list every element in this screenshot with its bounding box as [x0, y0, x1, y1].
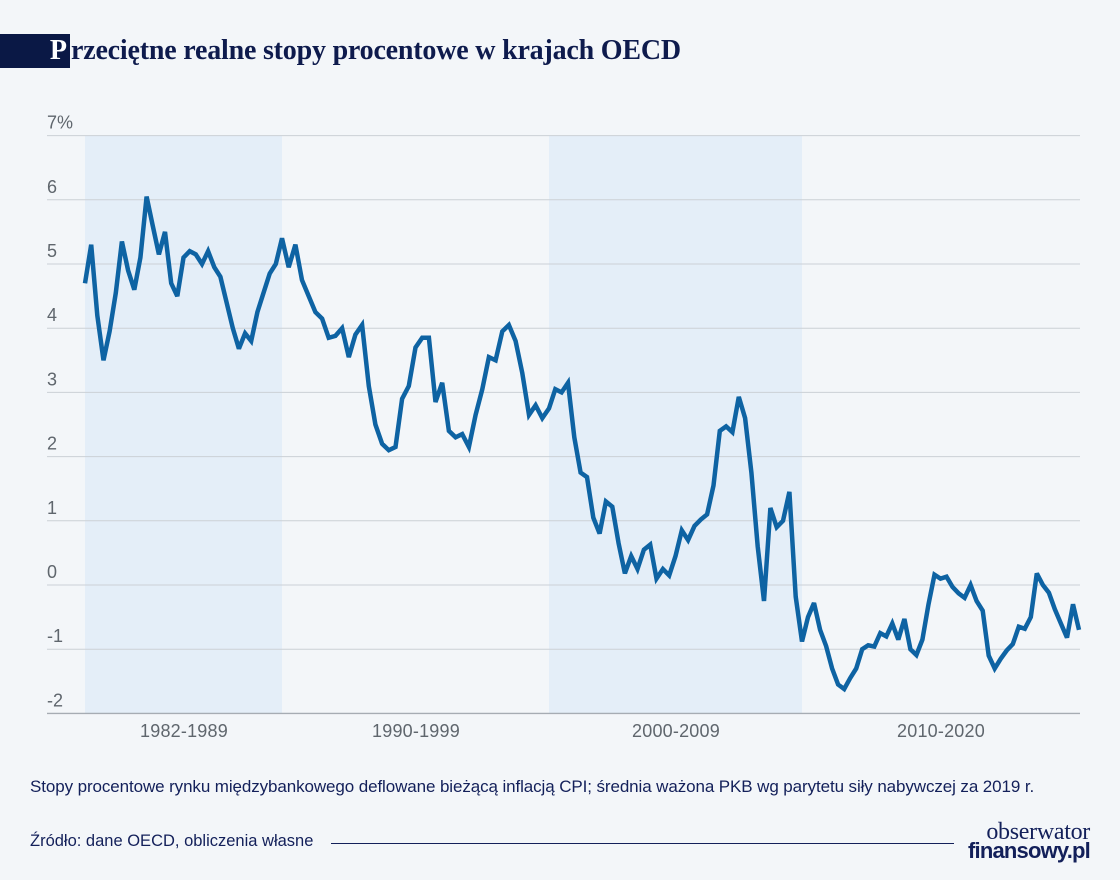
y-tick-label-4: 4: [47, 305, 57, 325]
y-tick-label-1: 1: [47, 498, 57, 518]
y-tick-label-3: 3: [47, 369, 57, 389]
y-tick-label-7: 7%: [47, 113, 73, 133]
source-text: Źródło: dane OECD, obliczenia własne: [30, 831, 314, 850]
divider-rule: [331, 842, 954, 844]
title-text: rzeciętne realne stopy procentowe w kraj…: [71, 35, 681, 66]
x-axis-label-1990-1999: 1990-1999: [372, 721, 460, 741]
y-tick-label--2: -2: [47, 690, 63, 710]
y-tick-label-0: 0: [47, 562, 57, 582]
source-row: Źródło: dane OECD, obliczenia własne obs…: [30, 819, 1091, 863]
y-tick-label--1: -1: [47, 626, 63, 646]
y-tick-label-2: 2: [47, 434, 57, 454]
title-initial: P: [49, 35, 67, 66]
title-dropcap-block: P: [0, 34, 70, 68]
x-axis-label-1982-1989: 1982-1989: [140, 721, 228, 741]
shaded-band-1982-1989: [85, 135, 282, 714]
x-axis-label-2010-2020: 2010-2020: [897, 721, 985, 741]
y-tick-label-6: 6: [47, 177, 57, 197]
obserwator-finansowy-logo: obserwator finansowy.pl: [967, 819, 1091, 863]
shaded-band-2000-2009: [549, 135, 802, 714]
logo-line2: finansowy.pl: [967, 838, 1091, 863]
chart-footnote: Stopy procentowe rynku międzybankowego d…: [30, 777, 1035, 796]
page-title: P rzeciętne realne stopy procentowe w kr…: [0, 34, 681, 68]
real-interest-rate-line: [82, 196, 1082, 693]
logo-line1: obserwator: [986, 819, 1090, 845]
y-tick-label-5: 5: [47, 241, 57, 261]
x-axis-label-2000-2009: 2000-2009: [632, 721, 720, 741]
